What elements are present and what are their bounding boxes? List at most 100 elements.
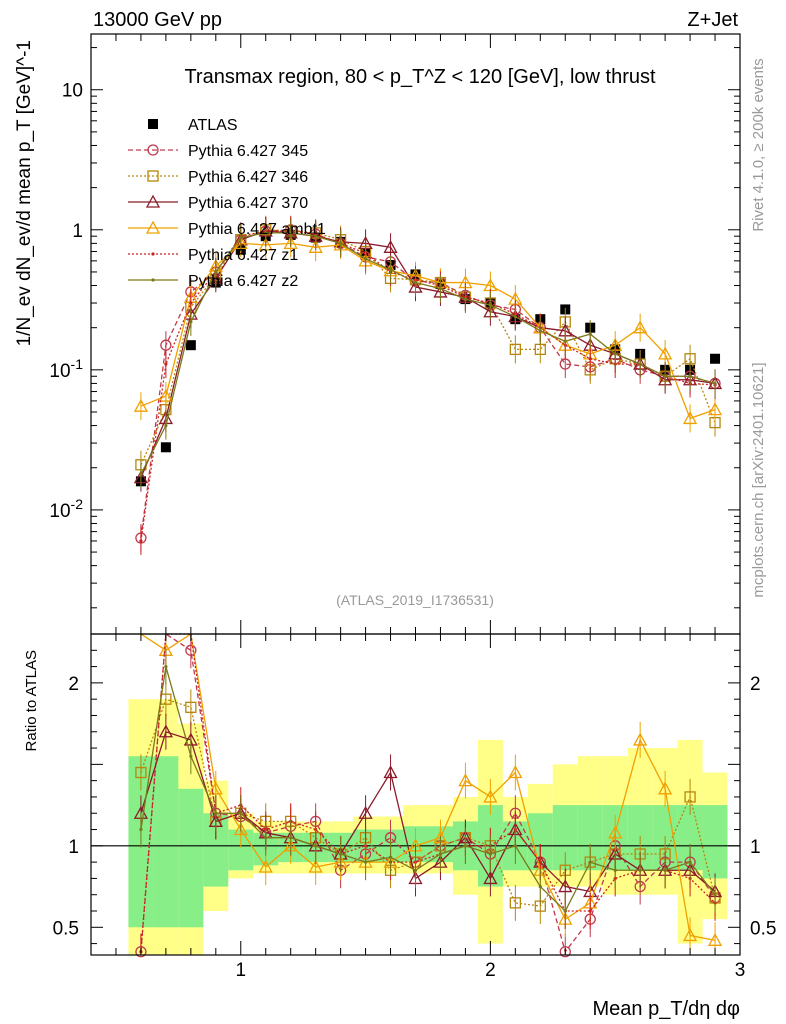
data-point	[638, 868, 642, 872]
data-point	[160, 442, 171, 453]
data-point	[383, 239, 398, 253]
ratio-series-group	[133, 632, 723, 958]
series-line	[140, 232, 716, 475]
data-point	[388, 855, 393, 859]
data-point	[513, 314, 517, 319]
ratio-y-axis-label: Ratio to ATLAS	[23, 650, 40, 751]
data-point	[164, 664, 168, 669]
legend-entry: Pythia 6.427 z2	[128, 273, 298, 290]
data-point	[185, 701, 197, 713]
data-point	[233, 822, 248, 836]
data-point	[164, 362, 168, 366]
data-point	[588, 860, 592, 864]
data-point	[258, 237, 273, 251]
data-point	[707, 402, 723, 416]
y-tick-label: 10-1	[49, 356, 83, 382]
legend-label: Pythia 6.427 345	[188, 143, 308, 160]
legend-marker	[151, 252, 155, 256]
data-point	[713, 381, 717, 386]
data-point	[658, 346, 673, 360]
series-line	[140, 230, 716, 542]
data-point	[538, 884, 542, 889]
ratio-tick-label-right: 2	[750, 674, 761, 695]
data-point	[638, 362, 642, 366]
x-axis-label: Mean p_T/dη dφ	[593, 998, 741, 1020]
data-point	[463, 297, 468, 301]
side-rivet-label: Rivet 4.1.0, ≥ 200k events	[750, 58, 767, 231]
series-line	[140, 242, 716, 420]
data-point	[158, 724, 173, 738]
data-point	[164, 423, 168, 428]
data-point	[135, 766, 147, 779]
band-green	[178, 788, 204, 928]
legend-marker	[147, 170, 159, 182]
data-point	[463, 844, 468, 848]
data-point	[413, 280, 418, 285]
data-point	[133, 398, 149, 412]
data-point	[707, 932, 723, 946]
main-y-axis-label: 1/N_ev dN_ev/d mean p_T [GeV]^-1	[14, 40, 35, 346]
data-point	[308, 239, 323, 253]
data-point	[289, 231, 293, 235]
data-point	[363, 257, 368, 261]
ratio-tick-label-right: 1	[750, 837, 761, 858]
data-point	[258, 859, 273, 873]
data-point	[239, 811, 243, 815]
legend-entry: Pythia 6.427 346	[128, 169, 308, 186]
legend-entry: Pythia 6.427 370	[128, 194, 308, 212]
legend-marker	[145, 194, 161, 208]
legend-label: Pythia 6.427 ambt1	[188, 221, 326, 238]
legend-marker	[151, 278, 155, 282]
data-point	[559, 946, 571, 958]
data-point	[688, 374, 692, 378]
main-series-group	[133, 215, 723, 555]
legend-entry: Pythia 6.427 ambt1	[128, 220, 326, 238]
data-point	[189, 754, 193, 758]
legend-label: Pythia 6.427 370	[188, 195, 308, 212]
data-point	[413, 868, 418, 872]
data-point	[588, 332, 592, 336]
legend-marker	[145, 220, 161, 234]
legend-label: Pythia 6.427 z2	[188, 273, 298, 290]
data-point	[633, 320, 648, 334]
data-point	[613, 868, 617, 872]
y-tick-label: 10	[62, 81, 83, 102]
y-tick-label: 10-2	[49, 496, 83, 522]
legend: ATLAS Pythia 6.427 345 Pythia 6.427 346 Pyt…	[128, 117, 326, 290]
series-6	[139, 218, 717, 489]
data-point	[538, 860, 542, 864]
legend-label: Pythia 6.427 346	[188, 169, 308, 186]
data-point	[283, 236, 298, 250]
axes-group: 10-2 10-1 1 10 0.5 0.5 1 1 2 2 1 2 3	[49, 33, 776, 981]
band-green	[702, 805, 728, 879]
data-point	[663, 374, 667, 378]
data-point	[682, 928, 698, 942]
ratio-tick-label-left: 0.5	[53, 918, 79, 939]
band-green	[153, 756, 179, 928]
series-line	[140, 632, 716, 954]
data-point	[239, 235, 243, 240]
data-point	[139, 472, 143, 476]
data-point	[588, 357, 592, 361]
data-point	[488, 303, 492, 307]
data-point	[613, 352, 617, 356]
data-point	[483, 789, 498, 803]
data-point	[264, 836, 268, 840]
data-point	[684, 791, 696, 803]
data-point	[509, 343, 521, 356]
series-line	[140, 632, 716, 941]
data-point	[388, 267, 393, 272]
data-point	[710, 353, 721, 364]
data-point	[139, 539, 143, 543]
ratio-tick-label-left: 1	[68, 837, 79, 858]
legend-entry: Pythia 6.427 345	[128, 143, 308, 160]
data-point	[185, 340, 196, 351]
data-point	[139, 827, 143, 832]
data-point	[713, 893, 717, 897]
data-point	[438, 852, 443, 856]
data-point	[314, 844, 318, 848]
data-point	[189, 320, 193, 324]
data-point	[688, 860, 692, 864]
data-point	[363, 860, 368, 864]
